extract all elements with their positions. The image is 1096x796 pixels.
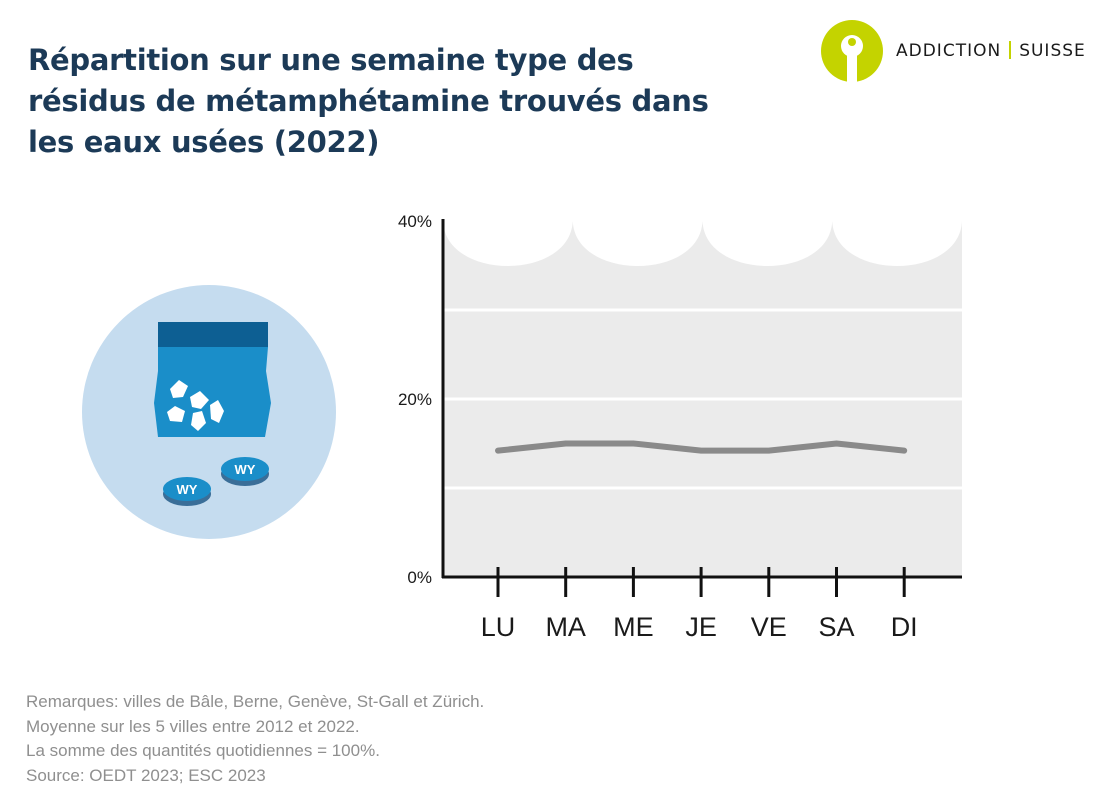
y-tick-label: 0% xyxy=(407,568,432,587)
title-line-2: résidus de métamphétamine trouvés dans xyxy=(28,84,709,118)
logo-text-left: ADDICTION xyxy=(896,41,1002,61)
x-category-label: VE xyxy=(751,612,787,642)
y-tick-label: 40% xyxy=(398,212,432,231)
addiction-suisse-logo: ADDICTION SUISSE xyxy=(820,20,1090,82)
x-category-label: ME xyxy=(613,612,654,642)
y-axis-ticks: 0% 20% 40% xyxy=(398,212,432,587)
gridlines xyxy=(443,308,962,490)
note-average: Moyenne sur les 5 villes entre 2012 et 2… xyxy=(26,716,360,736)
x-category-label: MA xyxy=(545,612,586,642)
y-tick-label: 20% xyxy=(398,390,432,409)
drug-bag-illustration: WY WY xyxy=(82,285,336,539)
data-point xyxy=(902,448,907,453)
pill-marking-left: WY xyxy=(177,482,198,497)
series-layer xyxy=(495,440,908,454)
data-point xyxy=(834,441,839,446)
chart-notes: Remarques: villes de Bâle, Berne, Genève… xyxy=(26,690,484,788)
x-category-label: SA xyxy=(818,612,854,642)
pill-marking-right: WY xyxy=(235,462,256,477)
data-point xyxy=(766,448,771,453)
pill-icon-right: WY xyxy=(221,457,269,486)
data-point xyxy=(496,448,500,453)
chart-title: Répartition sur une semaine type des rés… xyxy=(28,40,788,163)
x-axis-ticks: LU MA ME JE VE SA DI xyxy=(481,567,918,642)
note-sum: La somme des quantités quotidiennes = 10… xyxy=(26,741,380,760)
x-category-label: LU xyxy=(481,612,516,642)
note-remarks: Remarques: villes de Bâle, Berne, Genève… xyxy=(26,692,485,711)
bag-icon xyxy=(154,322,271,437)
weekly-distribution-chart: 0% 20% 40% LU MA ME JE VE SA DI xyxy=(398,212,962,642)
x-category-label: DI xyxy=(891,612,918,642)
logo-wordmark: ADDICTION SUISSE xyxy=(896,41,1086,61)
logo-icon xyxy=(821,20,883,82)
note-source: Source: OEDT 2023; ESC 2023 xyxy=(26,765,266,785)
data-point xyxy=(699,448,704,453)
logo-divider xyxy=(1009,41,1012,59)
title-line-1: Répartition sur une semaine type des xyxy=(28,43,634,77)
title-line-3: les eaux usées (2022) xyxy=(28,125,380,159)
pill-icon-left: WY xyxy=(163,477,211,506)
x-category-label: JE xyxy=(685,612,717,642)
data-point xyxy=(631,441,636,446)
data-point xyxy=(563,441,568,446)
logo-text-right: SUISSE xyxy=(1019,41,1086,61)
